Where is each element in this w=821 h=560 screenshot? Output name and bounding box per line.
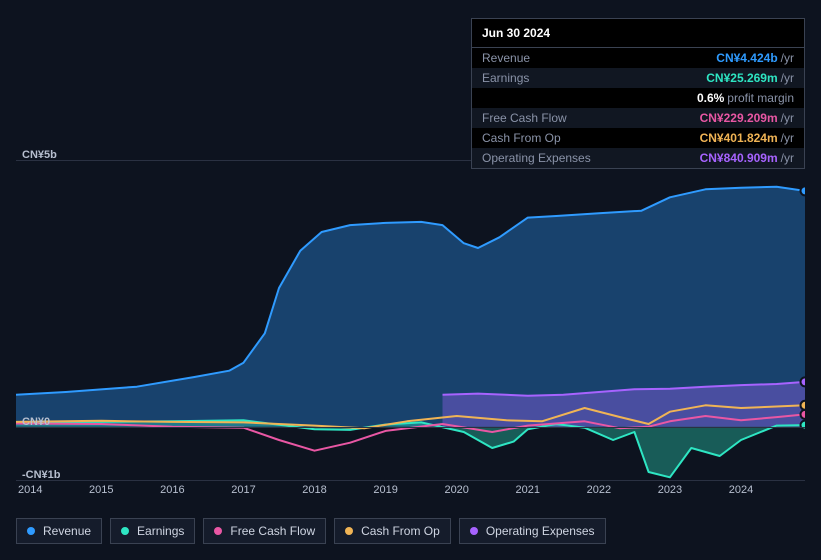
- chart-svg: [16, 160, 805, 480]
- legend-dot: [470, 527, 478, 535]
- legend-dot: [121, 527, 129, 535]
- legend-button-free-cash-flow[interactable]: Free Cash Flow: [203, 518, 326, 544]
- tooltip-unit: /yr: [781, 51, 794, 65]
- legend-label: Free Cash Flow: [230, 524, 315, 538]
- tooltip-unit: /yr: [781, 111, 794, 125]
- tooltip-panel: Jun 30 2024 RevenueCN¥4.424b/yrEarningsC…: [471, 18, 805, 169]
- tooltip-label: Cash From Op: [482, 131, 700, 145]
- legend-dot: [214, 527, 222, 535]
- tooltip-unit: /yr: [781, 151, 794, 165]
- x-axis-labels: 2014 2015 2016 2017 2018 2019 2020 2021 2022 2023…: [16, 484, 805, 504]
- legend-label: Operating Expenses: [486, 524, 595, 538]
- chart-area: [16, 160, 805, 480]
- x-axis-label: 2024: [729, 484, 753, 496]
- tooltip-date: Jun 30 2024: [472, 19, 804, 48]
- tooltip-value: CN¥401.824m: [700, 131, 778, 145]
- legend-dot: [345, 527, 353, 535]
- legend-label: Earnings: [137, 524, 184, 538]
- tooltip-label: Operating Expenses: [482, 151, 700, 165]
- series-marker-earnings: [801, 421, 806, 430]
- x-axis-label: 2020: [444, 484, 468, 496]
- tooltip-label: Revenue: [482, 51, 716, 65]
- legend: Revenue Earnings Free Cash Flow Cash From O…: [16, 518, 606, 544]
- x-axis-label: 2016: [160, 484, 184, 496]
- tooltip-label: Free Cash Flow: [482, 111, 700, 125]
- x-axis-label: 2015: [89, 484, 113, 496]
- tooltip-value: CN¥4.424b: [716, 51, 777, 65]
- x-axis-label: 2017: [231, 484, 255, 496]
- x-axis-label: 2021: [516, 484, 540, 496]
- series-marker-operating-expenses: [801, 377, 806, 386]
- series-marker-free-cash-flow: [801, 410, 806, 419]
- tooltip-value: CN¥840.909m: [700, 151, 778, 165]
- x-axis-label: 2023: [658, 484, 682, 496]
- tooltip-row: Cash From OpCN¥401.824m/yr: [472, 128, 804, 148]
- series-marker-cash-from-op: [801, 401, 806, 410]
- legend-dot: [27, 527, 35, 535]
- tooltip-value: 0.6%: [697, 91, 724, 105]
- tooltip-value: CN¥25.269m: [706, 71, 777, 85]
- x-axis-label: 2019: [373, 484, 397, 496]
- tooltip-value: CN¥229.209m: [700, 111, 778, 125]
- tooltip-row: EarningsCN¥25.269m/yr: [472, 68, 804, 88]
- legend-button-earnings[interactable]: Earnings: [110, 518, 195, 544]
- legend-button-revenue[interactable]: Revenue: [16, 518, 102, 544]
- x-axis-label: 2018: [302, 484, 326, 496]
- tooltip-unit: /yr: [781, 71, 794, 85]
- legend-button-cash-from-op[interactable]: Cash From Op: [334, 518, 451, 544]
- tooltip-row: Operating ExpensesCN¥840.909m/yr: [472, 148, 804, 168]
- legend-button-operating-expenses[interactable]: Operating Expenses: [459, 518, 606, 544]
- legend-label: Cash From Op: [361, 524, 440, 538]
- x-axis-label: 2022: [587, 484, 611, 496]
- series-marker-revenue: [801, 186, 806, 195]
- x-axis-label: 2014: [18, 484, 42, 496]
- tooltip-row: Free Cash FlowCN¥229.209m/yr: [472, 108, 804, 128]
- tooltip-row: RevenueCN¥4.424b/yr: [472, 48, 804, 68]
- grid-line: [16, 480, 805, 481]
- tooltip-row: 0.6%profit margin: [472, 88, 804, 108]
- legend-label: Revenue: [43, 524, 91, 538]
- tooltip-unit: /yr: [781, 131, 794, 145]
- grid-line: [16, 427, 805, 428]
- tooltip-label: Earnings: [482, 71, 706, 85]
- tooltip-unit: profit margin: [727, 91, 794, 105]
